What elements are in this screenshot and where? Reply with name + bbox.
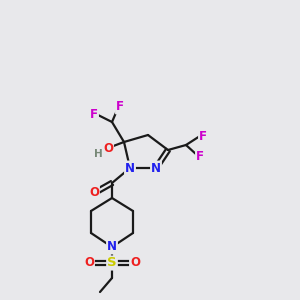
Text: N: N	[151, 161, 161, 175]
Text: F: F	[196, 149, 204, 163]
Text: F: F	[199, 130, 207, 142]
Text: O: O	[103, 142, 113, 154]
Text: F: F	[116, 100, 124, 113]
Text: N: N	[125, 161, 135, 175]
Text: F: F	[90, 107, 98, 121]
Text: S: S	[107, 256, 117, 269]
Text: N: N	[107, 241, 117, 254]
Text: O: O	[84, 256, 94, 269]
Text: H: H	[94, 149, 102, 159]
Text: O: O	[130, 256, 140, 269]
Text: O: O	[89, 185, 99, 199]
